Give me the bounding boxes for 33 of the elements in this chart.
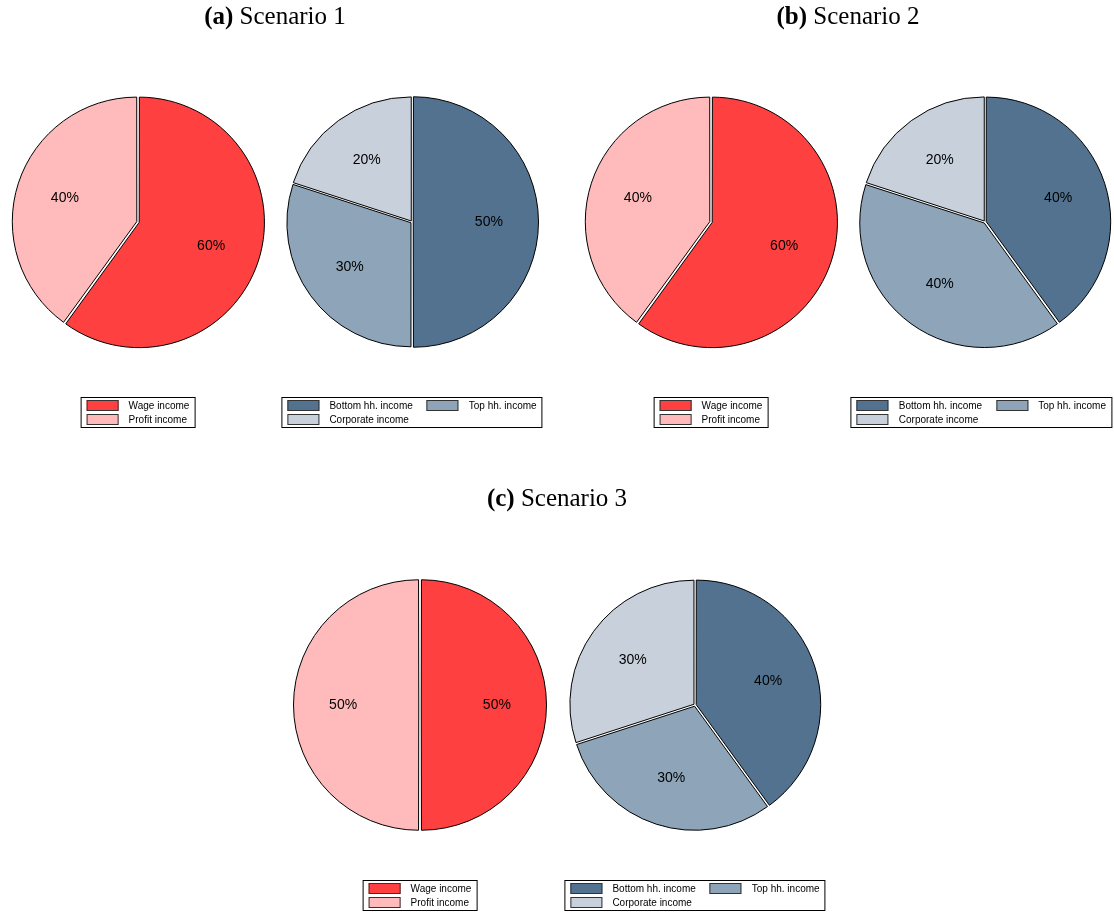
data-label: 30% [657,768,686,785]
chart-title: (c) Scenario 3 [486,484,628,512]
data-label: 60% [197,236,226,253]
legend-label: Top hh. income [468,400,537,411]
legend-label: Profit income [128,414,187,425]
legend-label: Wage income [410,883,472,894]
data-label: 50% [474,212,503,229]
legend-label: Wage income [128,400,190,411]
data-label: 30% [335,258,364,275]
data-label: 40% [50,189,79,206]
legend-label: Bottom hh. income [329,400,413,411]
data-label: 20% [352,150,381,167]
data-label: 40% [754,672,783,689]
data-label: 50% [482,695,511,712]
data-label: 40% [925,275,954,292]
data-label: 30% [618,650,647,667]
data-label: 40% [623,189,652,206]
legend-label: Corporate income [329,414,409,425]
legend-label: Corporate income [898,414,979,425]
legend-label: Bottom hh. income [898,400,983,411]
data-label: 40% [1044,189,1073,206]
legend-label: Profit income [410,897,469,908]
legend-label: Top hh. income [751,883,820,894]
data-label: 50% [329,695,358,712]
chart-title: (a) Scenario 1 [204,2,346,30]
legend-label: Bottom hh. income [612,883,696,894]
data-label: 60% [770,236,799,253]
chart-title: (b) Scenario 2 [776,2,920,30]
data-label: 20% [925,150,954,167]
legend-label: Wage income [701,400,763,411]
legend-label: Top hh. income [1038,400,1106,411]
legend-label: Profit income [701,414,760,425]
legend-label: Corporate income [612,897,692,908]
